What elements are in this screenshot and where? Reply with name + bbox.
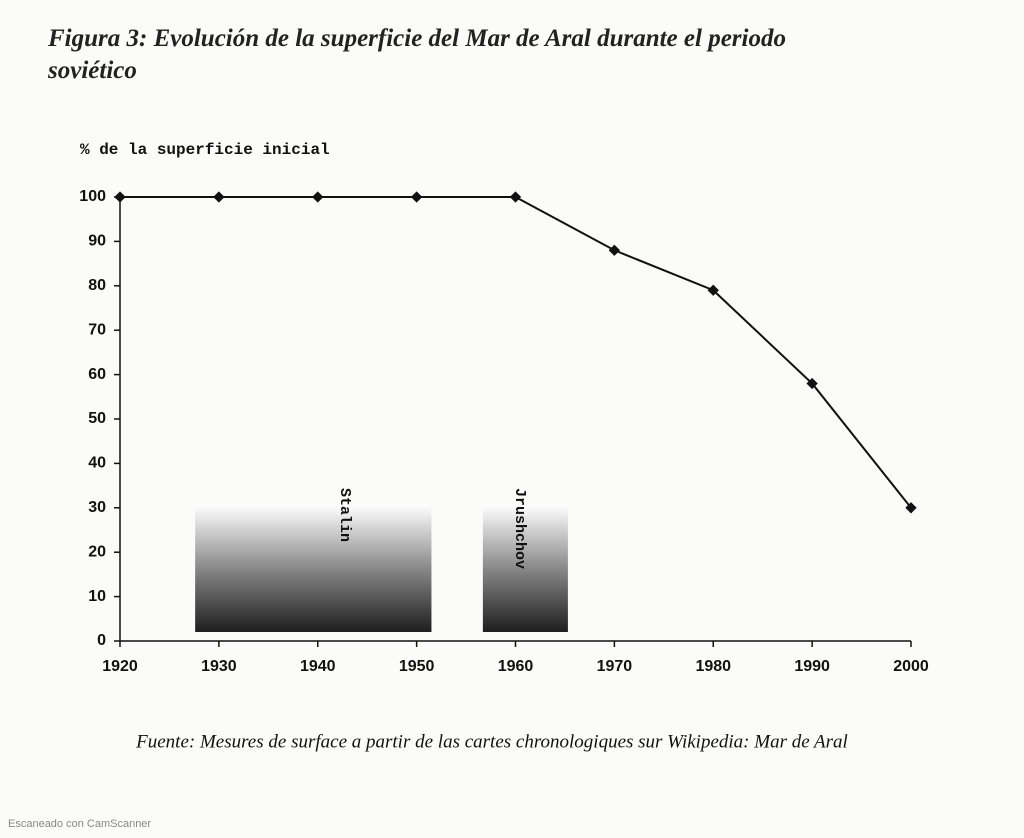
period-span xyxy=(482,505,568,632)
data-point xyxy=(806,377,818,390)
x-tick-label: 1940 xyxy=(300,658,336,675)
data-point xyxy=(312,191,324,203)
data-point xyxy=(410,191,423,203)
title-line: Figura 3: Evolución de la superficie del… xyxy=(47,25,786,52)
y-tick-label: 90 xyxy=(88,233,106,250)
period-label: Stalin xyxy=(336,488,353,542)
title-line: soviético xyxy=(47,57,137,84)
y-tick-label: 100 xyxy=(79,188,106,205)
x-tick-label: 1960 xyxy=(498,658,534,675)
watermark: Escaneado con CamScanner xyxy=(8,818,151,830)
x-tick-label: 1970 xyxy=(597,658,633,675)
x-tick-label: 1950 xyxy=(399,658,435,675)
data-point xyxy=(905,502,917,514)
y-tick-label: 20 xyxy=(88,543,106,560)
x-tick-label: 1920 xyxy=(102,658,138,675)
y-tick-label: 70 xyxy=(88,321,106,338)
y-tick-label: 60 xyxy=(88,366,106,383)
y-axis-label: % de la superficie inicial xyxy=(80,141,330,159)
y-tick-label: 40 xyxy=(88,455,106,472)
data-point xyxy=(707,284,719,296)
data-point xyxy=(213,191,225,203)
data-point xyxy=(608,244,621,256)
data-point xyxy=(114,191,126,203)
x-tick-label: 2000 xyxy=(893,658,929,675)
data-point xyxy=(509,191,522,203)
y-tick-label: 30 xyxy=(88,499,106,516)
y-tick-label: 80 xyxy=(88,277,106,294)
x-tick-label: 1990 xyxy=(794,658,830,675)
source: Fuente: Mesures de surface a partir de l… xyxy=(135,731,848,752)
x-tick-label: 1930 xyxy=(201,658,237,675)
x-tick-label: 1980 xyxy=(695,658,731,675)
y-tick-label: 0 xyxy=(97,632,106,649)
data-line xyxy=(120,196,912,509)
chart-title: Figura 3: Evolución de la superficie del… xyxy=(47,25,786,84)
period-label: Jrushchov xyxy=(511,488,528,569)
y-tick-label: 10 xyxy=(88,588,106,605)
y-tick-label: 50 xyxy=(88,410,106,427)
period-span xyxy=(195,505,432,632)
